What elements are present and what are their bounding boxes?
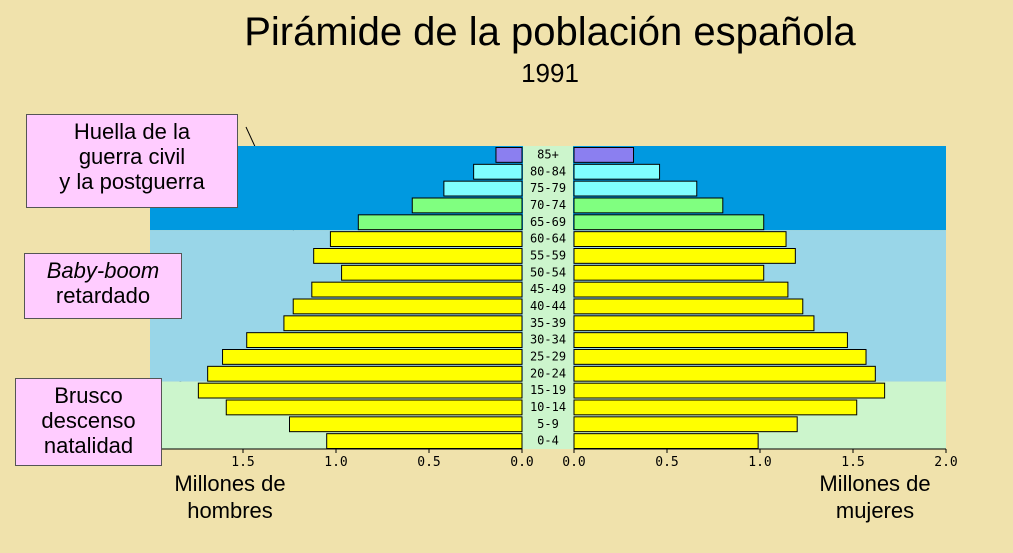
tick-label-women-1: 0.5 (655, 455, 678, 470)
note-birth-decline-line-1: Brusco (54, 383, 123, 408)
unit-label-men-line-1: Millones de (174, 471, 286, 496)
tick-label-men-3: 0.5 (417, 455, 440, 470)
note-civil-war-line-1: Huella de la (73, 119, 191, 144)
bar-men-35-39 (283, 315, 523, 332)
bar-men-5-9 (289, 416, 523, 433)
bar-men-50-54 (341, 264, 523, 281)
bar-women-65-69 (573, 214, 765, 231)
age-label-55-59: 55-59 (530, 248, 566, 262)
bar-men-70-74 (411, 197, 523, 214)
bar-women-5-9 (573, 416, 798, 433)
bar-women-75-79 (573, 180, 698, 197)
bar-women-80-84 (573, 163, 661, 180)
bar-women-60-64 (573, 231, 787, 248)
bar-women-0-4 (573, 433, 759, 449)
age-label-0-4: 0-4 (537, 434, 559, 448)
unit-label-women-line-1: Millones de (819, 471, 931, 496)
note-birth-decline: Brusco descenso natalidad (15, 378, 162, 466)
unit-label-men-line-2: hombres (187, 498, 273, 523)
unit-label-women: Millones de mujeres (795, 470, 955, 524)
bar-women-20-24 (573, 365, 876, 382)
age-label-25-29: 25-29 (530, 349, 566, 363)
note-civil-war-line-3: y la postguerra (59, 169, 205, 194)
tick-label-men-1: 1.5 (231, 455, 254, 470)
age-label-30-34: 30-34 (530, 333, 566, 347)
bar-men-25-29 (222, 349, 523, 365)
age-label-75-79: 75-79 (530, 181, 566, 195)
age-label-65-69: 65-69 (530, 215, 566, 229)
bar-women-35-39 (573, 315, 815, 332)
age-label-40-44: 40-44 (530, 299, 566, 313)
age-label-20-24: 20-24 (530, 366, 566, 380)
bar-men-75-79 (443, 180, 523, 197)
age-label-5-9: 5-9 (537, 417, 559, 431)
age-label-50-54: 50-54 (530, 265, 566, 279)
bar-women-10-14 (573, 399, 858, 416)
bar-men-45-49 (311, 281, 523, 298)
tick-label-men-2: 1.0 (324, 455, 347, 470)
unit-label-women-line-2: mujeres (835, 498, 915, 523)
tick-label-women-2: 1.0 (748, 455, 771, 470)
age-label-column (523, 146, 573, 449)
age-label-85+: 85+ (537, 147, 559, 161)
note-baby-boom: Baby-boom retardado (24, 253, 182, 319)
note-baby-boom-line-1: Baby-boom (25, 258, 181, 283)
chart-subtitle: 1991 (521, 58, 579, 88)
tick-label-women-0: 0.0 (562, 455, 585, 470)
note-baby-boom-emph: Baby-boom (46, 258, 160, 283)
note-baby-boom-line-2: retardado (55, 283, 151, 308)
note-birth-decline-line-2: descenso (41, 408, 136, 433)
age-label-70-74: 70-74 (530, 198, 566, 212)
tick-label-women-4: 2.0 (934, 455, 957, 470)
bar-men-60-64 (329, 231, 523, 248)
bar-women-40-44 (573, 298, 804, 315)
bar-men-65-69 (357, 214, 523, 231)
note-birth-decline-line-3: natalidad (43, 433, 134, 458)
bar-men-15-19 (197, 382, 523, 399)
note-civil-war-line-2: guerra civil (78, 144, 186, 169)
bar-women-15-19 (573, 382, 886, 399)
bar-women-30-34 (573, 332, 848, 348)
chart-title: Pirámide de la población española (244, 10, 856, 54)
unit-label-men: Millones de hombres (150, 470, 310, 524)
tick-label-men-4: 0.0 (510, 455, 533, 470)
bar-women-85+ (573, 147, 635, 163)
tick-label-women-3: 1.5 (841, 455, 864, 470)
bar-women-50-54 (573, 264, 765, 281)
bar-women-45-49 (573, 281, 789, 298)
age-label-60-64: 60-64 (530, 232, 566, 246)
bar-men-55-59 (313, 248, 523, 264)
bar-women-70-74 (573, 197, 724, 214)
age-label-10-14: 10-14 (530, 400, 566, 414)
age-label-80-84: 80-84 (530, 164, 566, 178)
age-label-35-39: 35-39 (530, 316, 566, 330)
bar-men-40-44 (292, 298, 523, 315)
bar-men-80-84 (473, 163, 523, 180)
bar-women-25-29 (573, 349, 867, 365)
note-civil-war: Huella de la guerra civil y la postguerr… (26, 114, 238, 208)
bar-men-30-34 (246, 332, 523, 348)
bar-men-20-24 (207, 365, 523, 382)
bar-men-85+ (495, 147, 523, 163)
bar-men-10-14 (225, 399, 523, 416)
bar-women-55-59 (573, 248, 796, 264)
age-label-45-49: 45-49 (530, 282, 566, 296)
age-label-15-19: 15-19 (530, 383, 566, 397)
bar-men-0-4 (326, 433, 523, 449)
